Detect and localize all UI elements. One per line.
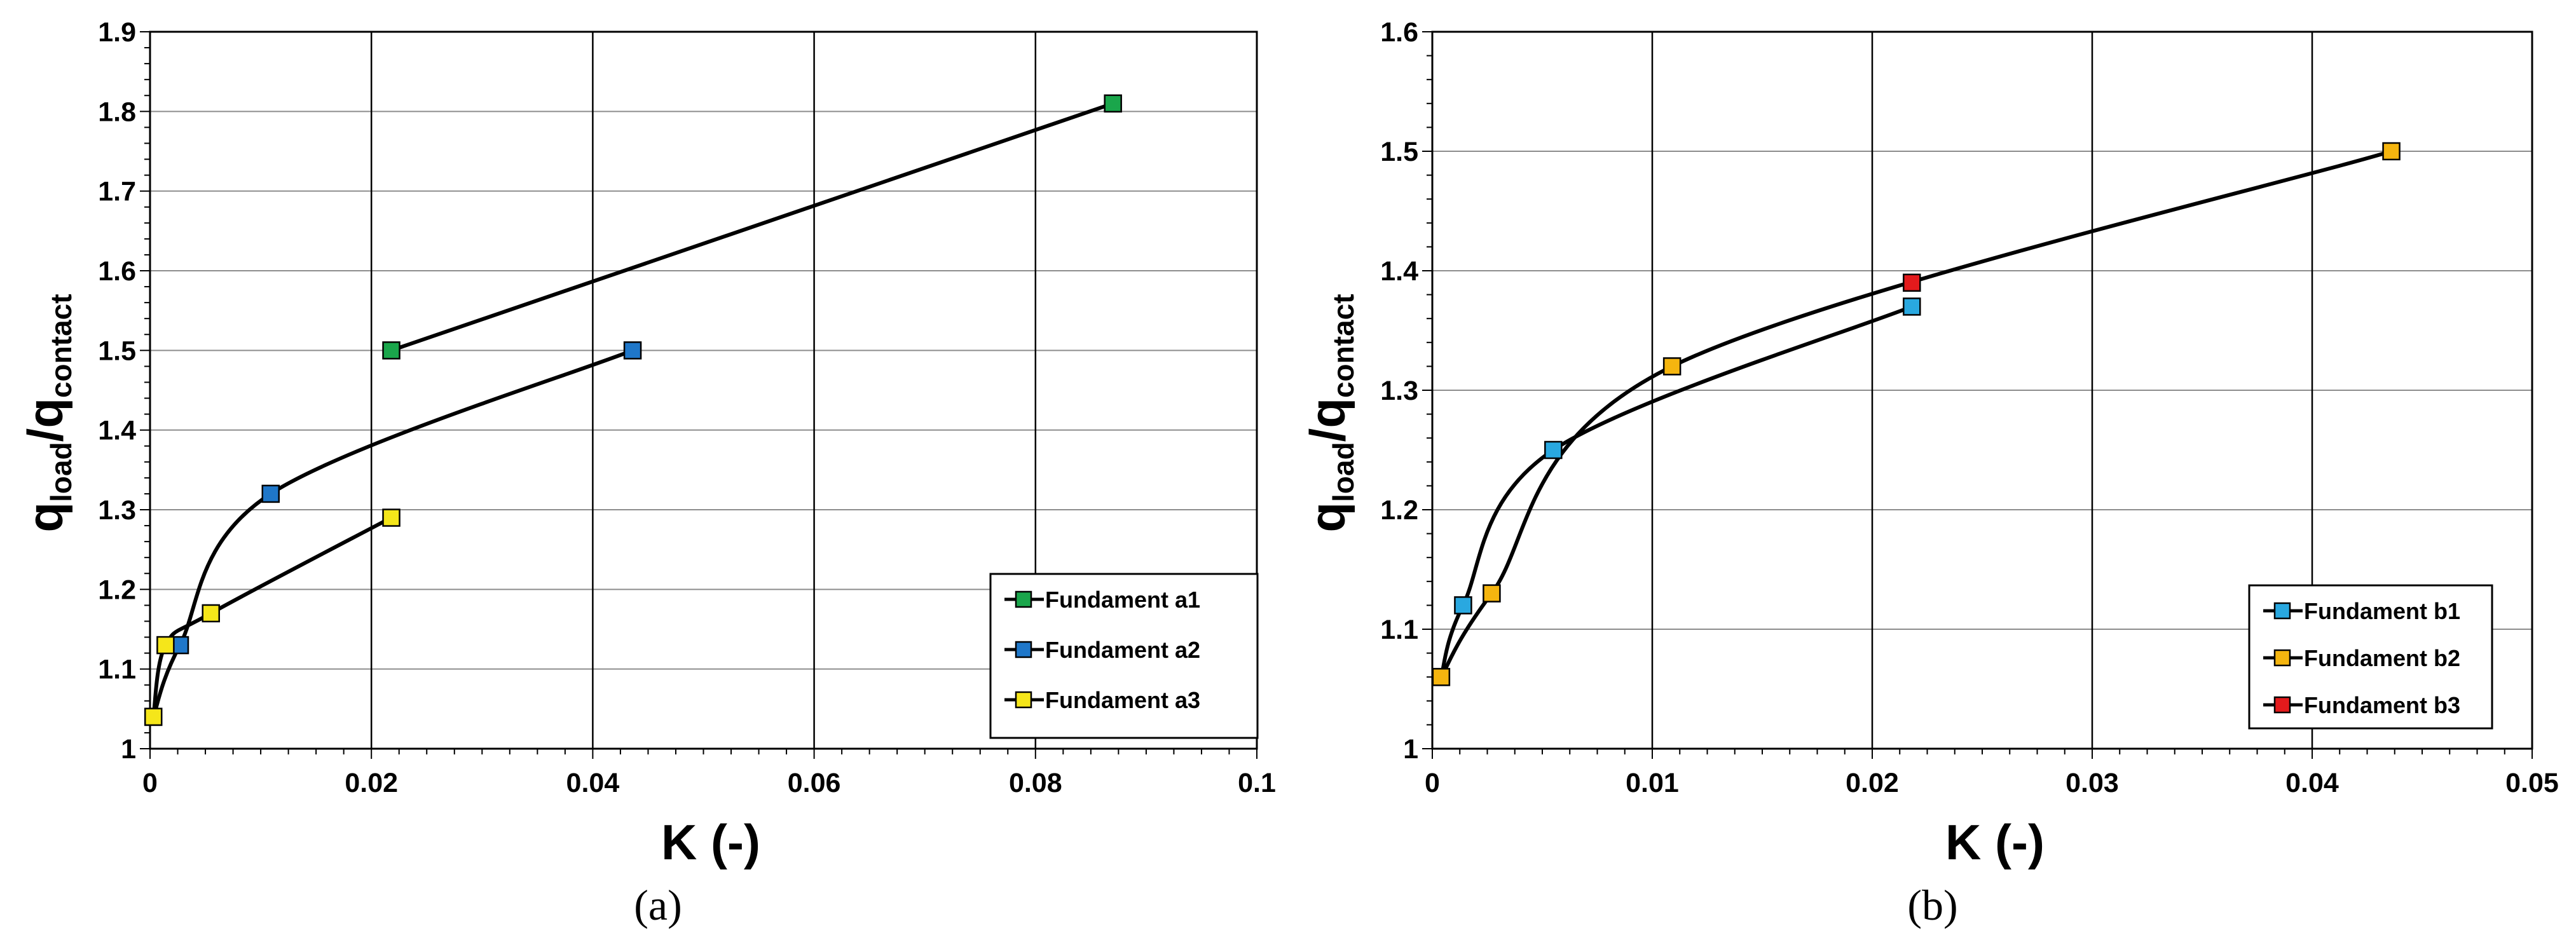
data-point-b2 [1432,667,1451,686]
data-point-a3 [382,508,401,527]
data-point-a1 [382,341,401,360]
x-tick-label-a: 0.02 [345,768,398,798]
legend-label-b3: Fundament b3 [2304,692,2460,718]
plot-frame-b [1431,31,2533,750]
data-point-a2 [261,484,280,503]
series-line-a3 [151,515,392,718]
x-axis-title-a: K (-) [661,814,760,870]
data-point-b1 [1454,596,1472,615]
data-point-a2 [623,341,642,360]
data-point-b1 [1544,440,1563,460]
legend-marker-a3 [1015,691,1032,709]
data-point-b1 [1903,297,1921,316]
legend-label-b1: Fundament b1 [2304,598,2460,624]
data-point-b2 [1483,584,1501,603]
y-tick-label-a: 1.8 [98,97,136,127]
panel-label-a: (a) [634,881,682,929]
series-line-a1 [390,101,1114,353]
panel-label-b: (b) [1907,881,1957,929]
y-tick-label-a: 1.7 [98,177,136,207]
legend-marker-a2 [1015,641,1032,658]
x-tick-label-a: 0.06 [788,768,841,798]
x-tick-label-a: 0 [142,768,158,798]
legend-marker-b2 [2273,649,2291,667]
data-point-a1 [1104,94,1122,113]
x-tick-label-b: 0 [1425,768,1440,798]
x-tick-label-b: 0.02 [1846,768,1899,798]
series-line-a2 [151,348,634,718]
legend-marker-a1 [1015,590,1032,608]
y-tick-label-b: 1.1 [1380,615,1418,645]
x-tick-label-b: 0.03 [2066,768,2119,798]
x-tick-label-a: 0.04 [566,768,620,798]
legend-label-a1: Fundament a1 [1045,587,1200,613]
y-tick-label-a: 1.3 [98,495,136,526]
y-tick-label-a: 1.9 [98,17,136,48]
data-point-a3 [202,604,221,623]
y-tick-label-b: 1.3 [1380,376,1418,406]
data-point-a3 [144,707,163,726]
legend-marker-b1 [2273,602,2291,620]
x-tick-label-a: 0.08 [1009,768,1062,798]
data-point-b3 [1903,273,1921,292]
series-line-b1 [1439,304,1913,678]
legend-label-a3: Fundament a3 [1045,687,1200,713]
y-tick-label-b: 1.5 [1380,137,1418,167]
y-axis-title-a: qload/qcontact [17,294,78,532]
y-tick-label-b: 1.2 [1380,495,1418,526]
y-tick-label-b: 1.6 [1380,17,1418,48]
x-axis-title-b: K (-) [1945,814,2045,870]
y-axis-title-b: qload/qcontact [1299,294,1360,532]
series-line-b2 [1439,149,2392,678]
data-point-a3 [156,636,175,655]
y-tick-label-a: 1.2 [98,575,136,605]
y-tick-label-a: 1.1 [98,655,136,685]
chart-panel-b: qload/qcontact K (-) (b) 1 1.1 1.2 1.3 1.4 1.… [1299,17,2559,929]
x-tick-label-b: 0.04 [2285,768,2339,798]
x-tick-label-a: 0.1 [1238,768,1276,798]
legend-label-b2: Fundament b2 [2304,645,2460,671]
data-point-b2 [2382,142,2401,161]
y-tick-label-a: 1.6 [98,256,136,287]
y-tick-label-a: 1.5 [98,336,136,366]
x-tick-label-b: 0.05 [2505,768,2559,798]
y-tick-label-a: 1.4 [98,416,136,446]
x-tick-label-b: 0.01 [1626,768,1679,798]
data-point-b2 [1662,357,1682,376]
y-tick-label-b: 1 [1403,734,1418,765]
legend-box-a [989,573,1259,739]
y-tick-label-a: 1 [121,734,136,765]
chart-panel-a: qload/qcontact K (-) (a) 1 1.1 1.2 1.3 1.4 1.… [17,17,1276,929]
legend-marker-b3 [2273,696,2291,714]
legend-label-a2: Fundament a2 [1045,637,1200,663]
y-tick-label-b: 1.4 [1380,256,1418,287]
plot-frame-a [149,31,1258,750]
